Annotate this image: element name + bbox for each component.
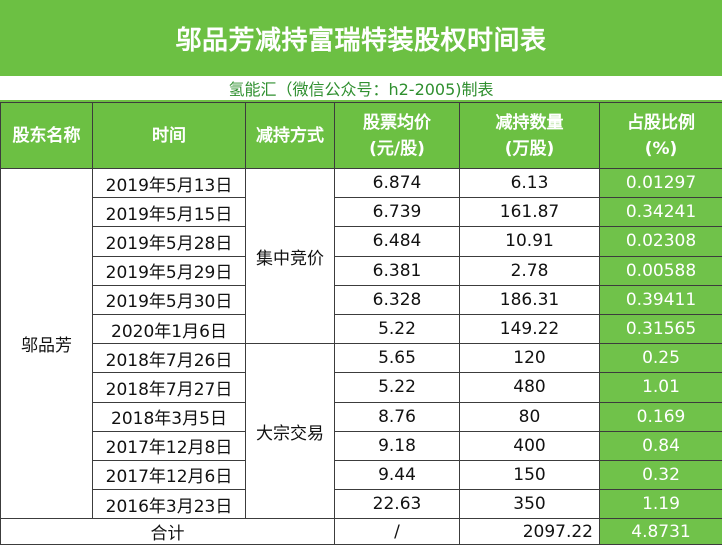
cell-date: 2017年12月8日 bbox=[92, 430, 246, 461]
header-quantity-line1: 减持数量 bbox=[495, 112, 564, 133]
cell-quantity: 80 bbox=[459, 401, 600, 432]
cell-price: 22.63 bbox=[334, 489, 460, 520]
cell-price: 6.328 bbox=[334, 284, 460, 315]
cell-price: 5.22 bbox=[334, 372, 460, 403]
header-shareholder: 股东名称 bbox=[0, 102, 93, 169]
cell-date: 2019年5月15日 bbox=[92, 197, 246, 228]
total-row: 合计 / 2097.22 4.8731 bbox=[0, 518, 722, 546]
cell-date: 2019年5月13日 bbox=[92, 167, 246, 199]
cell-quantity: 2.78 bbox=[459, 255, 600, 286]
header-ratio: 占股比例 (%) bbox=[599, 102, 722, 169]
method-cell-block-trade: 大宗交易 bbox=[245, 343, 335, 520]
header-row: 股东名称 时间 减持方式 股票均价 (元/股) 减持数量 (万股) 占股比例 (… bbox=[0, 102, 722, 169]
cell-price: 9.44 bbox=[334, 459, 460, 491]
cell-ratio: 0.84 bbox=[599, 430, 722, 461]
header-method: 减持方式 bbox=[245, 102, 335, 169]
cell-quantity: 186.31 bbox=[459, 284, 600, 315]
table-subtitle: 氢能汇（微信公众号：h2-2005)制表 bbox=[0, 76, 722, 102]
cell-date: 2018年3月5日 bbox=[92, 401, 246, 432]
cell-date: 2019年5月28日 bbox=[92, 226, 246, 257]
cell-ratio: 0.31565 bbox=[599, 313, 722, 345]
cell-price: 5.22 bbox=[334, 313, 460, 345]
cell-price: 5.65 bbox=[334, 343, 460, 374]
cell-ratio: 0.02308 bbox=[599, 226, 722, 257]
table-row: 2018年7月27日 5.22 480 1.01 bbox=[1, 372, 722, 403]
cell-quantity: 149.22 bbox=[459, 313, 600, 345]
cell-date: 2019年5月29日 bbox=[92, 255, 246, 286]
table-row: 2019年5月29日 6.381 2.78 0.00588 bbox=[1, 255, 722, 286]
header-avg-price-line1: 股票均价 bbox=[363, 112, 431, 133]
table-row: 2019年5月30日 6.328 186.31 0.39411 bbox=[1, 284, 722, 315]
cell-quantity: 10.91 bbox=[459, 226, 600, 257]
cell-ratio: 0.169 bbox=[599, 401, 722, 432]
header-quantity: 减持数量 (万股) bbox=[459, 102, 600, 169]
cell-quantity: 161.87 bbox=[459, 197, 600, 228]
header-ratio-line2: (%) bbox=[644, 138, 678, 159]
header-time: 时间 bbox=[92, 102, 246, 169]
cell-date: 2019年5月30日 bbox=[92, 284, 246, 315]
header-quantity-line2: (万股) bbox=[504, 138, 555, 159]
cell-date: 2020年1月6日 bbox=[92, 313, 246, 345]
cell-ratio: 0.00588 bbox=[599, 255, 722, 286]
table-row: 2017年12月6日 9.44 150 0.32 bbox=[1, 459, 722, 491]
cell-ratio: 0.34241 bbox=[599, 197, 722, 228]
cell-date: 2018年7月26日 bbox=[92, 343, 246, 374]
cell-date: 2018年7月27日 bbox=[92, 372, 246, 403]
table-title: 邬品芳减持富瑞特装股权时间表 bbox=[0, 0, 722, 76]
cell-price: 6.739 bbox=[334, 197, 460, 228]
table-row: 邬品芳 2019年5月13日 集中竞价 6.874 6.13 0.01297 bbox=[0, 167, 722, 520]
cell-ratio: 0.39411 bbox=[599, 284, 722, 315]
table-row: 2019年5月28日 6.484 10.91 0.02308 bbox=[1, 226, 722, 257]
cell-price: 9.18 bbox=[334, 430, 460, 461]
cell-ratio: 0.32 bbox=[599, 459, 722, 491]
cell-quantity: 400 bbox=[459, 430, 600, 461]
cell-price: 8.76 bbox=[334, 401, 460, 432]
cell-quantity: 150 bbox=[459, 459, 600, 491]
shareholder-name: 邬品芳 bbox=[0, 167, 93, 520]
cell-ratio: 0.25 bbox=[599, 343, 722, 374]
cell-date: 2017年12月6日 bbox=[92, 459, 246, 491]
cell-date: 2016年3月23日 bbox=[92, 489, 246, 520]
cell-quantity: 350 bbox=[459, 489, 600, 520]
total-quantity: 2097.22 bbox=[459, 518, 600, 546]
table-row: 2017年12月8日 9.18 400 0.84 bbox=[1, 430, 722, 461]
table-row: 2018年7月26日 大宗交易 5.65 120 0.25 bbox=[1, 343, 722, 520]
cell-quantity: 120 bbox=[459, 343, 600, 374]
cell-price: 6.381 bbox=[334, 255, 460, 286]
header-avg-price: 股票均价 (元/股) bbox=[334, 102, 460, 169]
method-cell-centralized: 集中竞价 bbox=[245, 167, 335, 345]
total-price: / bbox=[334, 518, 460, 546]
total-label: 合计 bbox=[0, 518, 335, 546]
cell-quantity: 480 bbox=[459, 372, 600, 403]
table-row: 2018年3月5日 8.76 80 0.169 bbox=[1, 401, 722, 432]
total-ratio: 4.8731 bbox=[599, 518, 722, 546]
table-row: 2016年3月23日 22.63 350 1.19 bbox=[1, 489, 722, 520]
header-avg-price-line2: (元/股) bbox=[369, 138, 425, 159]
cell-price: 6.484 bbox=[334, 226, 460, 257]
cell-ratio: 0.01297 bbox=[599, 167, 722, 199]
table-row: 2019年5月15日 6.739 161.87 0.34241 bbox=[1, 197, 722, 228]
reduction-table: 股东名称 时间 减持方式 股票均价 (元/股) 减持数量 (万股) 占股比例 (… bbox=[0, 102, 722, 546]
cell-ratio: 1.01 bbox=[599, 372, 722, 403]
table-row: 2020年1月6日 5.22 149.22 0.31565 bbox=[1, 313, 722, 345]
cell-quantity: 6.13 bbox=[459, 167, 600, 199]
cell-ratio: 1.19 bbox=[599, 489, 722, 520]
header-ratio-line1: 占股比例 bbox=[627, 112, 695, 133]
cell-price: 6.874 bbox=[334, 167, 460, 199]
